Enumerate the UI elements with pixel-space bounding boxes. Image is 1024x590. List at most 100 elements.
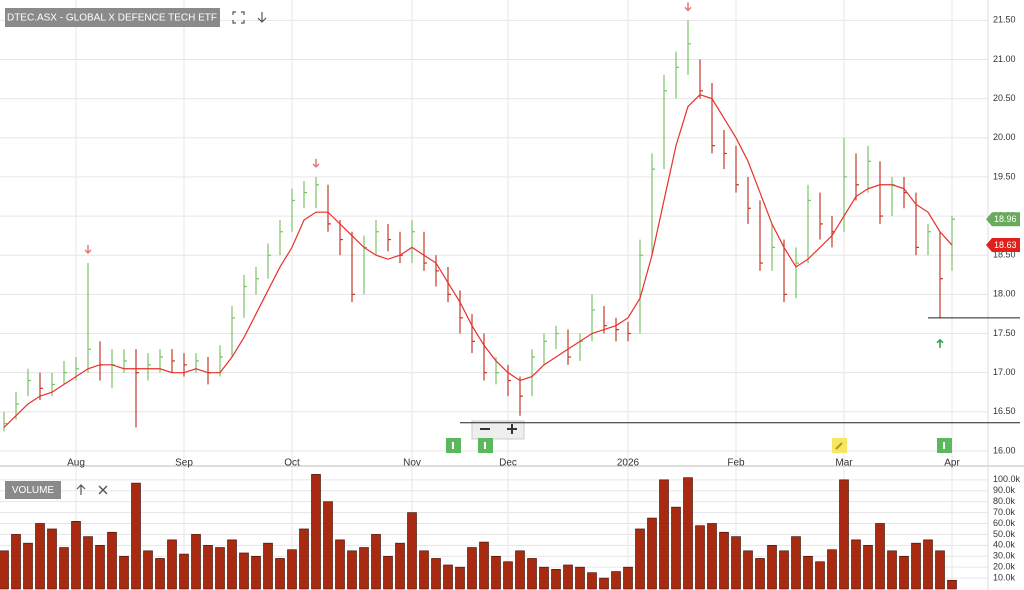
volume-bar — [827, 549, 837, 590]
volume-bar — [455, 566, 465, 590]
volume-bar — [563, 564, 573, 590]
buy-arrow — [936, 338, 944, 348]
volume-bar — [695, 525, 705, 590]
x-tick-label: Feb — [727, 458, 745, 469]
volume-bar — [95, 545, 105, 590]
volume-bar — [491, 555, 501, 590]
volume-bar — [263, 542, 273, 590]
volume-bar — [83, 536, 93, 590]
volume-bar — [383, 555, 393, 590]
symbol-title: DTEC.ASX - GLOBAL X DEFENCE TECH ETF — [7, 13, 217, 24]
volume-bar — [0, 550, 9, 590]
y-tick-label: 70.0k — [993, 507, 1016, 517]
volume-bar — [59, 547, 69, 590]
volume-title: VOLUME — [12, 485, 55, 496]
event-marker-glyph — [452, 442, 454, 449]
volume-bar — [287, 549, 297, 590]
volume-bar — [719, 531, 729, 590]
volume-bar — [371, 534, 381, 590]
volume-bar — [143, 550, 153, 590]
volume-bar — [887, 550, 897, 590]
x-tick-label: Nov — [403, 458, 421, 469]
volume-bar — [227, 539, 237, 590]
y-tick-label: 50.0k — [993, 529, 1016, 539]
sell-arrow — [312, 158, 320, 168]
volume-bar — [839, 479, 849, 590]
volume-bar — [215, 547, 225, 590]
volume-bar — [311, 474, 321, 590]
volume-bar — [671, 506, 681, 590]
volume-tag[interactable] — [5, 481, 61, 499]
volume-bar — [659, 479, 669, 590]
volume-bar — [71, 521, 81, 590]
volume-bar — [23, 542, 33, 590]
volume-bar — [515, 550, 525, 590]
event-marker-glyph — [484, 442, 486, 449]
volume-bar — [875, 523, 885, 590]
volume-bar — [503, 561, 513, 590]
symbol-tag[interactable] — [5, 8, 220, 27]
x-tick-label: Sep — [175, 458, 193, 469]
volume-bar — [527, 558, 537, 590]
volume-bar — [107, 531, 117, 590]
volume-bar — [323, 501, 333, 590]
volume-bar — [131, 482, 141, 590]
x-tick-label: 2026 — [617, 458, 640, 469]
y-tick-label: 20.00 — [993, 132, 1016, 142]
y-tick-label: 60.0k — [993, 518, 1016, 528]
y-tick-label: 17.00 — [993, 367, 1016, 377]
y-tick-label: 20.50 — [993, 93, 1016, 103]
y-tick-label: 16.00 — [993, 445, 1016, 455]
volume-bar — [911, 542, 921, 590]
volume-bar — [587, 572, 597, 590]
price-tag-label: 18.63 — [994, 240, 1017, 250]
volume-bar — [743, 550, 753, 590]
volume-bar — [731, 536, 741, 590]
y-tick-label: 30.0k — [993, 551, 1016, 561]
y-tick-label: 20.0k — [993, 562, 1016, 572]
volume-bar — [347, 550, 357, 590]
volume-bar — [647, 517, 657, 590]
zoom-in[interactable] — [507, 424, 517, 434]
volume-bar — [119, 555, 129, 590]
y-tick-label: 18.50 — [993, 250, 1016, 260]
note-marker-glyph — [835, 442, 843, 450]
volume-bar — [599, 577, 609, 590]
event-marker-glyph — [943, 442, 945, 449]
x-tick-label: Aug — [67, 458, 85, 469]
y-tick-label: 21.50 — [993, 15, 1016, 25]
volume-bar — [479, 541, 489, 590]
y-tick-label: 10.0k — [993, 572, 1016, 582]
volume-bar — [35, 523, 45, 590]
volume-bar — [275, 558, 285, 590]
volume-bar — [359, 547, 369, 590]
x-tick-label: Dec — [499, 458, 517, 469]
volume-bar — [419, 550, 429, 590]
volume-bar — [179, 553, 189, 590]
expand-icon[interactable] — [232, 11, 245, 24]
volume-bar — [779, 550, 789, 590]
volume-bar — [935, 550, 945, 590]
volume-bar — [155, 558, 165, 590]
close-icon[interactable] — [98, 485, 108, 495]
price-tag — [986, 238, 1020, 253]
moving-average — [3, 94, 953, 428]
y-tick-label: 21.00 — [993, 54, 1016, 64]
volume-bar — [299, 528, 309, 590]
x-tick-label: Apr — [944, 458, 960, 469]
volume-bar — [431, 558, 441, 590]
volume-bar — [851, 539, 861, 590]
download-icon[interactable] — [257, 12, 267, 23]
y-tick-label: 100.0k — [993, 474, 1021, 484]
x-tick-label: Mar — [835, 458, 853, 469]
volume-bar — [947, 579, 957, 590]
y-tick-label: 16.50 — [993, 406, 1016, 416]
move-up-icon[interactable] — [76, 484, 86, 495]
volume-bar — [623, 566, 633, 590]
y-tick-label: 80.0k — [993, 496, 1016, 506]
volume-bar — [767, 545, 777, 590]
price-tag-label: 18.96 — [994, 214, 1017, 224]
volume-bar — [191, 534, 201, 590]
volume-bar — [467, 547, 477, 590]
